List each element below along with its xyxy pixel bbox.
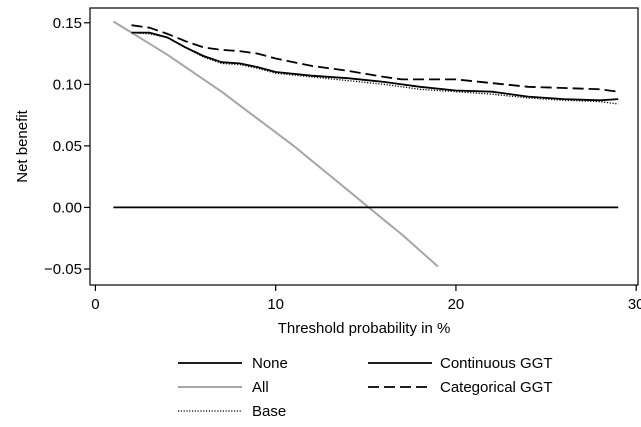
x-tick-label: 0 xyxy=(91,296,99,313)
legend: None Continuous GGT All Categorical GGT Base xyxy=(178,355,553,420)
series-line-continuous-ggt xyxy=(131,31,619,102)
y-tick-label: −0.05 xyxy=(44,261,82,278)
plot-frame xyxy=(89,7,639,286)
y-axis-title: Net benefit xyxy=(14,109,31,182)
x-tick-label: 10 xyxy=(267,296,284,313)
plot-area xyxy=(89,7,639,286)
series-layer xyxy=(112,20,619,268)
y-tick-label: 0.10 xyxy=(53,76,82,93)
x-tick-label: 20 xyxy=(448,296,465,313)
legend-label-continuous-ggt: Continuous GGT xyxy=(440,355,553,372)
series-line-all xyxy=(112,20,439,268)
y-tick-label: 0.15 xyxy=(53,15,82,32)
legend-label-base: Base xyxy=(252,403,286,420)
legend-label-categorical-ggt: Categorical GGT xyxy=(440,379,553,396)
legend-label-none: None xyxy=(252,355,288,372)
series-line-base xyxy=(131,31,619,105)
legend-label-all: All xyxy=(252,379,269,396)
x-tick-label: 30 xyxy=(628,296,641,313)
y-tick-label: 0.05 xyxy=(53,138,82,155)
axes: 0 10 20 30 −0.05 0.00 0.05 0.10 0.15 xyxy=(44,15,641,313)
x-axis-title: Threshold probability in % xyxy=(278,320,451,337)
y-tick-label: 0.00 xyxy=(53,199,82,216)
